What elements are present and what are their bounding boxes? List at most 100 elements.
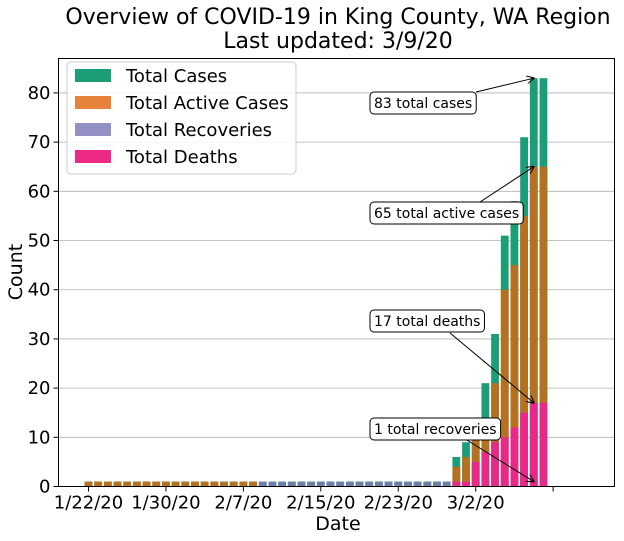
bar-total-deaths xyxy=(529,402,538,487)
bar-total-deaths xyxy=(539,402,548,487)
y-tick-label: 60 xyxy=(28,181,51,202)
x-tick-label: 2/23/20 xyxy=(364,493,433,514)
legend-swatch xyxy=(75,150,111,163)
y-tick-label: 20 xyxy=(28,378,51,399)
y-tick-label: 10 xyxy=(28,427,51,448)
annotation-box: 17 total deaths xyxy=(369,309,485,333)
bar-total-recoveries xyxy=(326,481,335,487)
bar-total-deaths xyxy=(462,481,470,487)
bar-total-recoveries xyxy=(355,481,364,487)
bar-total-active-cases xyxy=(452,466,461,487)
annotation-arrow xyxy=(449,332,534,403)
bar-total-recoveries xyxy=(316,481,325,487)
x-tick-label: 3/2/20 xyxy=(447,493,505,514)
legend-label: Total Recoveries xyxy=(125,120,272,141)
bar-total-active-cases xyxy=(103,481,112,487)
annotation-text: 17 total deaths xyxy=(374,314,480,330)
legend-swatch xyxy=(75,123,111,136)
annotation-arrow xyxy=(479,167,534,203)
bar-total-recoveries xyxy=(394,481,403,487)
bar-total-active-cases xyxy=(191,481,199,487)
legend-swatch xyxy=(75,96,111,109)
x-tick-label: 1/30/20 xyxy=(131,493,200,514)
bar-total-recoveries xyxy=(258,481,267,487)
bar-total-active-cases xyxy=(500,289,509,487)
y-axis-label: Count xyxy=(5,244,27,300)
bar-total-recoveries xyxy=(278,481,286,487)
y-tick-label: 0 xyxy=(39,477,50,498)
bar-total-recoveries xyxy=(365,481,374,487)
bar-total-deaths xyxy=(452,481,461,487)
bar-total-active-cases xyxy=(84,481,93,487)
bar-total-recoveries xyxy=(433,481,441,487)
bar-total-active-cases xyxy=(200,481,209,487)
annotation-text: 83 total cases xyxy=(374,96,472,112)
y-tick-label: 40 xyxy=(28,280,51,301)
x-tick-label: 1/22/20 xyxy=(54,493,123,514)
chart-title-line-2: Last updated: 3/9/20 xyxy=(223,29,453,54)
bar-total-deaths xyxy=(510,427,519,487)
bar-total-active-cases xyxy=(181,481,190,487)
annotation-box: 65 total active cases xyxy=(369,201,524,225)
bar-total-recoveries xyxy=(307,481,316,487)
bar-total-recoveries xyxy=(297,481,306,487)
annotation-arrow xyxy=(461,436,534,482)
bar-total-active-cases xyxy=(529,166,538,487)
bar-total-deaths xyxy=(491,442,499,487)
bar-total-active-cases xyxy=(471,437,480,487)
bar-total-active-cases xyxy=(220,481,228,487)
y-axis: 0 10 20 30 40 50 60 70 80 xyxy=(28,83,59,498)
bar-total-recoveries xyxy=(413,481,422,487)
bar-total-deaths xyxy=(481,452,490,487)
bar-total-active-cases xyxy=(94,481,103,487)
x-axis-label: Date xyxy=(315,513,360,535)
bar-total-active-cases xyxy=(210,481,219,487)
legend: Total Cases Total Active Cases Total Recov… xyxy=(66,61,297,175)
bar-total-recoveries xyxy=(404,481,412,487)
bar-total-recoveries xyxy=(375,481,383,487)
bar-total-recoveries xyxy=(423,481,432,487)
annotation-text: 1 total recoveries xyxy=(374,422,497,438)
y-tick-label: 70 xyxy=(28,132,51,153)
bar-total-active-cases xyxy=(152,481,161,487)
bar-total-active-cases xyxy=(249,481,257,487)
bar-total-active-cases xyxy=(113,481,122,487)
bar-total-active-cases xyxy=(462,456,470,487)
bar-total-recoveries xyxy=(384,481,393,487)
bar-total-recoveries xyxy=(345,481,354,487)
legend-label: Total Deaths xyxy=(125,147,238,168)
bar-total-recoveries xyxy=(287,481,296,487)
chart-title-line-1: Overview of COVID-19 in King County, WA … xyxy=(65,5,610,30)
x-tick-label: 2/7/20 xyxy=(214,493,272,514)
bar-total-active-cases xyxy=(510,265,519,487)
bar-total-recoveries xyxy=(268,481,277,487)
y-tick-label: 50 xyxy=(28,231,51,252)
annotation-box: 83 total cases xyxy=(369,91,477,115)
annotation-text: 65 total active cases xyxy=(374,206,519,222)
bar-total-active-cases xyxy=(520,215,528,487)
bar-total-active-cases xyxy=(229,481,238,487)
y-tick-label: 80 xyxy=(28,83,51,104)
bar-total-recoveries xyxy=(442,481,451,487)
annotation-arrow xyxy=(475,78,534,93)
bar-total-active-cases xyxy=(142,481,151,487)
legend-frame xyxy=(66,61,297,175)
bar-total-active-cases xyxy=(171,481,180,487)
bar-total-active-cases xyxy=(162,481,170,487)
bar-total-deaths xyxy=(471,461,480,487)
bar-total-deaths xyxy=(500,437,509,487)
bar-total-deaths xyxy=(520,412,528,487)
legend-label: Total Active Cases xyxy=(125,93,289,114)
plot-frame xyxy=(58,58,615,487)
annotations: 83 total cases 65 total active cases 17 to… xyxy=(369,78,534,482)
bar-total-active-cases xyxy=(133,481,141,487)
bar-total-active-cases xyxy=(123,481,132,487)
bar-total-active-cases xyxy=(239,481,248,487)
y-tick-label: 30 xyxy=(28,329,51,350)
annotation-box: 1 total recoveries xyxy=(369,417,502,441)
bar-total-active-cases xyxy=(539,166,548,487)
x-tick-label: 2/15/20 xyxy=(286,493,355,514)
bar-total-recoveries xyxy=(336,481,345,487)
x-axis: 1/22/20 1/30/20 2/7/20 2/15/20 2/23/20 3/2/20 xyxy=(54,486,554,514)
